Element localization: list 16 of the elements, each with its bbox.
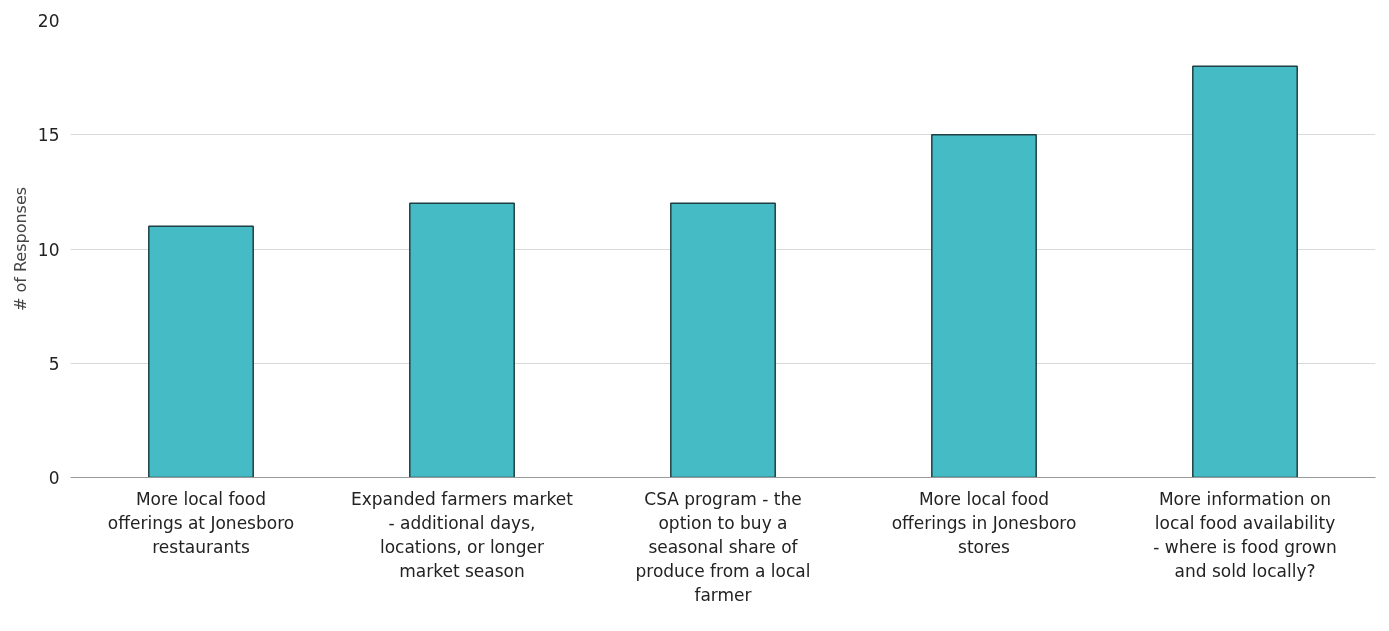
y-tick-label: 0 [48,468,60,488]
x-tick-label: CSA program - the option to buy a seasonal share of produce from a local farmer [635,488,811,605]
bar [148,225,254,478]
bar [409,202,515,478]
bar [670,202,776,478]
y-tick-label: 5 [48,353,60,374]
y-tick-label: 20 [37,11,60,31]
y-tick-label: 15 [37,125,60,146]
bar [931,134,1037,478]
x-tick-label: Expanded farmers market - additional days, locations, or longer market season [351,488,574,581]
y-tick-label: 10 [37,239,60,260]
y-axis-title: # of Responses [10,186,30,312]
x-tick-label: More local food offerings in Jonesboro stores [891,488,1077,557]
x-tick-label: More information on local food availability - where is food grown and sold locally? [1153,488,1337,581]
bar [1192,65,1298,478]
x-tick-label: More local food offerings at Jonesboro restaurants [107,488,295,557]
